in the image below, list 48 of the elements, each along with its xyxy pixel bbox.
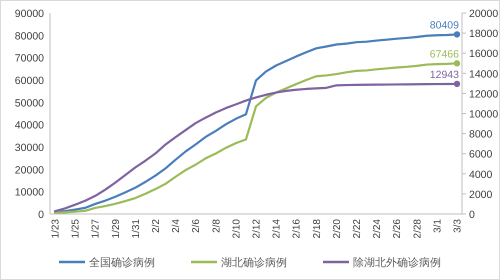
- y-tick-label: 20000: [14, 164, 44, 176]
- x-tick-label: 1/31: [130, 218, 142, 238]
- x-tick-label: 3/1: [432, 218, 444, 233]
- x-tick-label: 1/23: [50, 218, 62, 238]
- y2-tick-label: 18000: [469, 28, 498, 40]
- y-tick-label: 60000: [14, 75, 44, 87]
- y2-tick-label: 2000: [469, 188, 493, 201]
- x-tick-label: 1/27: [90, 218, 102, 238]
- data-label: 67466: [430, 48, 460, 60]
- x-tick-label: 3/3: [452, 218, 464, 233]
- y-tick-label: 10000: [14, 186, 44, 199]
- x-tick-label: 2/18: [312, 218, 323, 238]
- y2-tick-label: 20000: [469, 8, 498, 20]
- x-tick-label: 1/25: [70, 218, 82, 238]
- y2-tick-label: 8000: [469, 128, 493, 141]
- data-label: 80409: [430, 19, 460, 32]
- x-tick-label: 2/2: [151, 218, 162, 233]
- y-tick-label: 90000: [14, 8, 44, 20]
- y-tick-label: 30000: [14, 142, 44, 154]
- x-tick-label: 2/14: [272, 218, 283, 238]
- x-tick-label: 2/20: [332, 218, 343, 238]
- y2-tick-label: 6000: [469, 148, 493, 161]
- y2-tick-label: 0: [469, 209, 475, 221]
- y2-tick-label: 16000: [469, 48, 498, 60]
- x-tick-label: 2/16: [292, 218, 303, 238]
- y2-tick-label: 12000: [469, 88, 498, 100]
- x-tick-label: 2/6: [191, 218, 202, 233]
- x-tick-label: 2/4: [171, 218, 182, 233]
- y2-tick-label: 4000: [469, 168, 493, 181]
- x-tick-label: 2/22: [352, 218, 363, 238]
- y-tick-label: 40000: [14, 120, 44, 132]
- x-tick-label: 2/10: [231, 218, 242, 238]
- y2-tick-label: 14000: [469, 68, 498, 80]
- y-tick-label: 80000: [14, 30, 44, 42]
- y-tick-label: 50000: [14, 97, 44, 110]
- x-tick-label: 2/12: [252, 218, 262, 238]
- y-tick-label: 0: [38, 209, 44, 221]
- x-tick-label: 1/29: [110, 218, 122, 238]
- y2-tick-label: 10000: [469, 108, 498, 120]
- x-tick-label: 2/24: [372, 218, 384, 238]
- legend-label: 除湖北外确诊病例: [353, 256, 441, 269]
- x-tick-label: 2/8: [211, 218, 222, 233]
- y-tick-label: 70000: [14, 52, 44, 65]
- x-tick-label: 2/26: [392, 218, 404, 238]
- legend-label: 全国确诊病例: [89, 256, 155, 269]
- data-label: 12943: [430, 68, 460, 81]
- legend-label: 湖北确诊病例: [221, 256, 287, 269]
- x-tick-label: 2/28: [412, 218, 424, 238]
